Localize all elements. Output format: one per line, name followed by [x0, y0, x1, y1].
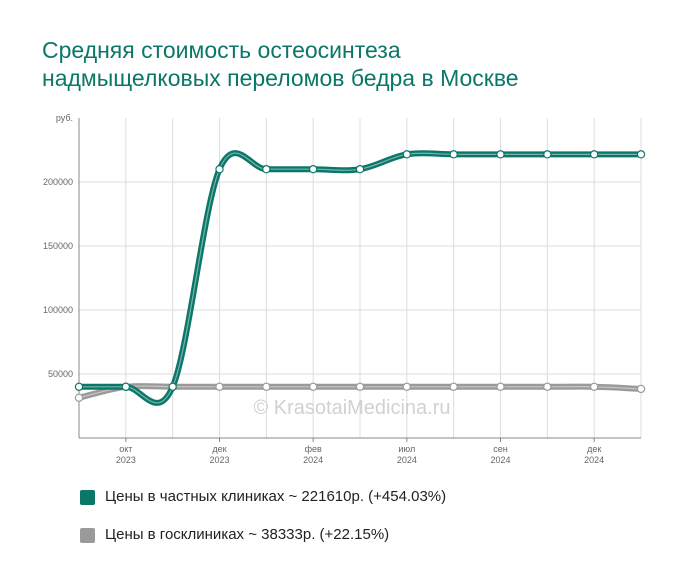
x-tick-label-year: 2023: [209, 455, 229, 465]
data-point-private[interactable]: [636, 150, 646, 159]
x-tick-label-month: фев: [305, 444, 322, 454]
data-point-private[interactable]: [121, 382, 131, 391]
data-point-private[interactable]: [355, 164, 365, 174]
data-point-public[interactable]: [262, 382, 271, 391]
data-point-private[interactable]: [589, 150, 599, 159]
data-point-public[interactable]: [449, 382, 458, 391]
chart-title-line-2: надмыщелковых переломов бедра в Москве: [42, 65, 519, 91]
y-axis-unit: руб.: [56, 113, 73, 123]
data-point-private[interactable]: [449, 150, 458, 159]
x-tick-label-year: 2024: [490, 455, 510, 465]
y-tick-label: 50000: [48, 369, 73, 379]
data-point-public[interactable]: [543, 382, 552, 391]
y-tick-label: 150000: [43, 241, 73, 251]
chart-title-line-1: Средняя стоимость остеосинтеза: [42, 37, 401, 63]
legend-swatch-public: [80, 528, 95, 543]
x-tick-label-year: 2024: [584, 455, 604, 465]
legend-swatch-private: [80, 490, 95, 505]
data-point-public[interactable]: [636, 384, 646, 394]
data-point-private[interactable]: [308, 164, 318, 174]
data-point-private[interactable]: [262, 164, 271, 174]
data-point-private[interactable]: [402, 150, 412, 159]
x-tick-label-month: дек: [587, 444, 601, 454]
x-tick-label-month: дек: [212, 444, 226, 454]
x-tick-label-month: сен: [493, 444, 508, 454]
data-point-private[interactable]: [543, 150, 552, 159]
legend-label-private: Цены в частных клиниках ~ 221610р. (+454…: [105, 488, 447, 505]
data-point-public[interactable]: [589, 382, 599, 391]
legend-label-public: Цены в госклиниках ~ 38333р. (+22.15%): [105, 526, 390, 543]
data-point-private[interactable]: [215, 164, 224, 174]
data-point-public[interactable]: [74, 393, 84, 403]
x-tick-label-month: июл: [398, 444, 415, 454]
y-tick-label: 100000: [43, 305, 73, 315]
data-point-public[interactable]: [402, 382, 412, 391]
points-layer: [74, 150, 646, 403]
line-chart: руб.50000100000150000200000окт2023дек202…: [43, 113, 646, 465]
y-tick-label: 200000: [43, 177, 73, 187]
data-point-private[interactable]: [74, 382, 84, 391]
x-tick-label-year: 2024: [397, 455, 417, 465]
chart-title: Средняя стоимость остеосинтеза надмыщелк…: [42, 36, 519, 92]
data-point-public[interactable]: [308, 382, 318, 391]
x-tick-label-month: окт: [119, 444, 132, 454]
data-point-public[interactable]: [215, 382, 224, 391]
x-tick-label-year: 2024: [303, 455, 323, 465]
x-tick-label-year: 2023: [116, 455, 136, 465]
data-point-public[interactable]: [355, 382, 365, 391]
watermark: © KrasotaiMedicina.ru: [253, 397, 450, 419]
data-point-public[interactable]: [496, 382, 505, 391]
data-point-private[interactable]: [496, 150, 505, 159]
data-point-private[interactable]: [168, 382, 177, 391]
